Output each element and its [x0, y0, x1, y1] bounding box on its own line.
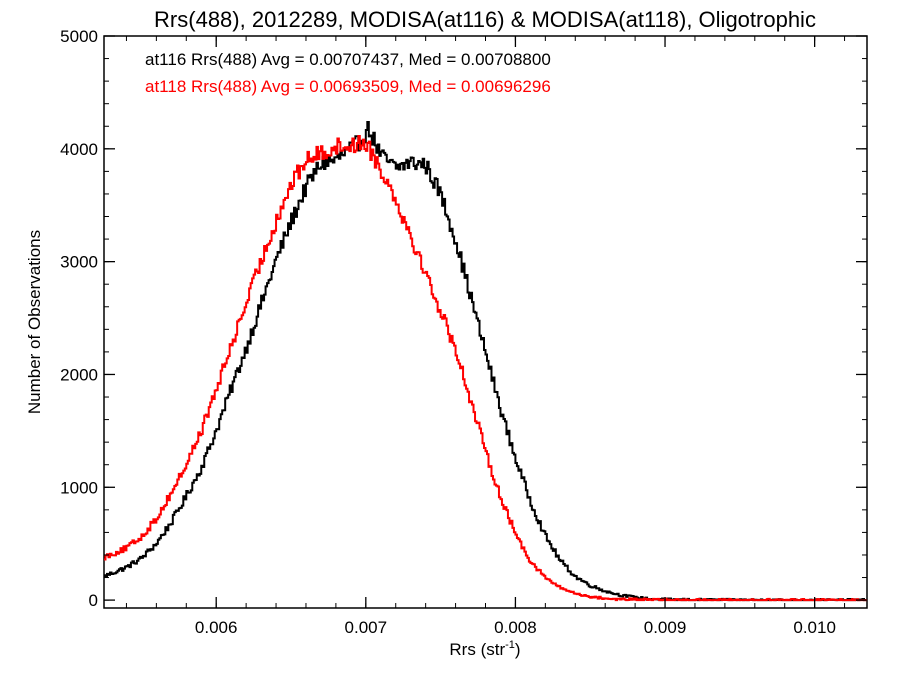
legend-entry-at118: at118 Rrs(488) Avg = 0.00693509, Med = 0…	[145, 77, 551, 96]
x-tick-label: 0.006	[195, 618, 238, 637]
y-axis-label: Number of Observations	[25, 230, 44, 414]
chart-title: Rrs(488), 2012289, MODISA(at116) & MODIS…	[154, 7, 816, 32]
y-tick-label: 0	[89, 591, 98, 610]
x-tick-label: 0.010	[793, 618, 836, 637]
y-tick-label: 3000	[60, 253, 98, 272]
series-layer	[104, 120, 867, 602]
x-axis-label-close: )	[515, 640, 521, 659]
histogram-series-at118	[104, 135, 867, 602]
x-tick-label: 0.008	[494, 618, 537, 637]
x-tick-label: 0.009	[644, 618, 687, 637]
legend-entry-at116: at116 Rrs(488) Avg = 0.00707437, Med = 0…	[145, 50, 551, 69]
y-tick-label: 2000	[60, 365, 98, 384]
plot-frame	[103, 35, 868, 609]
y-tick-label: 5000	[60, 27, 98, 46]
histogram-series-at116	[104, 120, 867, 602]
x-tick-label: 0.007	[345, 618, 388, 637]
x-axis-label-text: Rrs (str	[449, 640, 505, 659]
y-tick-label: 4000	[60, 140, 98, 159]
x-axis-label-superscript: -1	[505, 639, 515, 651]
y-axis-ticks: 0 1000 2000 3000 4000 5000	[60, 27, 867, 610]
x-axis-ticks: 0.006 0.007 0.008 0.009 0.010	[125, 36, 846, 637]
y-tick-label: 1000	[60, 478, 98, 497]
x-axis-label: Rrs (str-1)	[449, 639, 520, 659]
